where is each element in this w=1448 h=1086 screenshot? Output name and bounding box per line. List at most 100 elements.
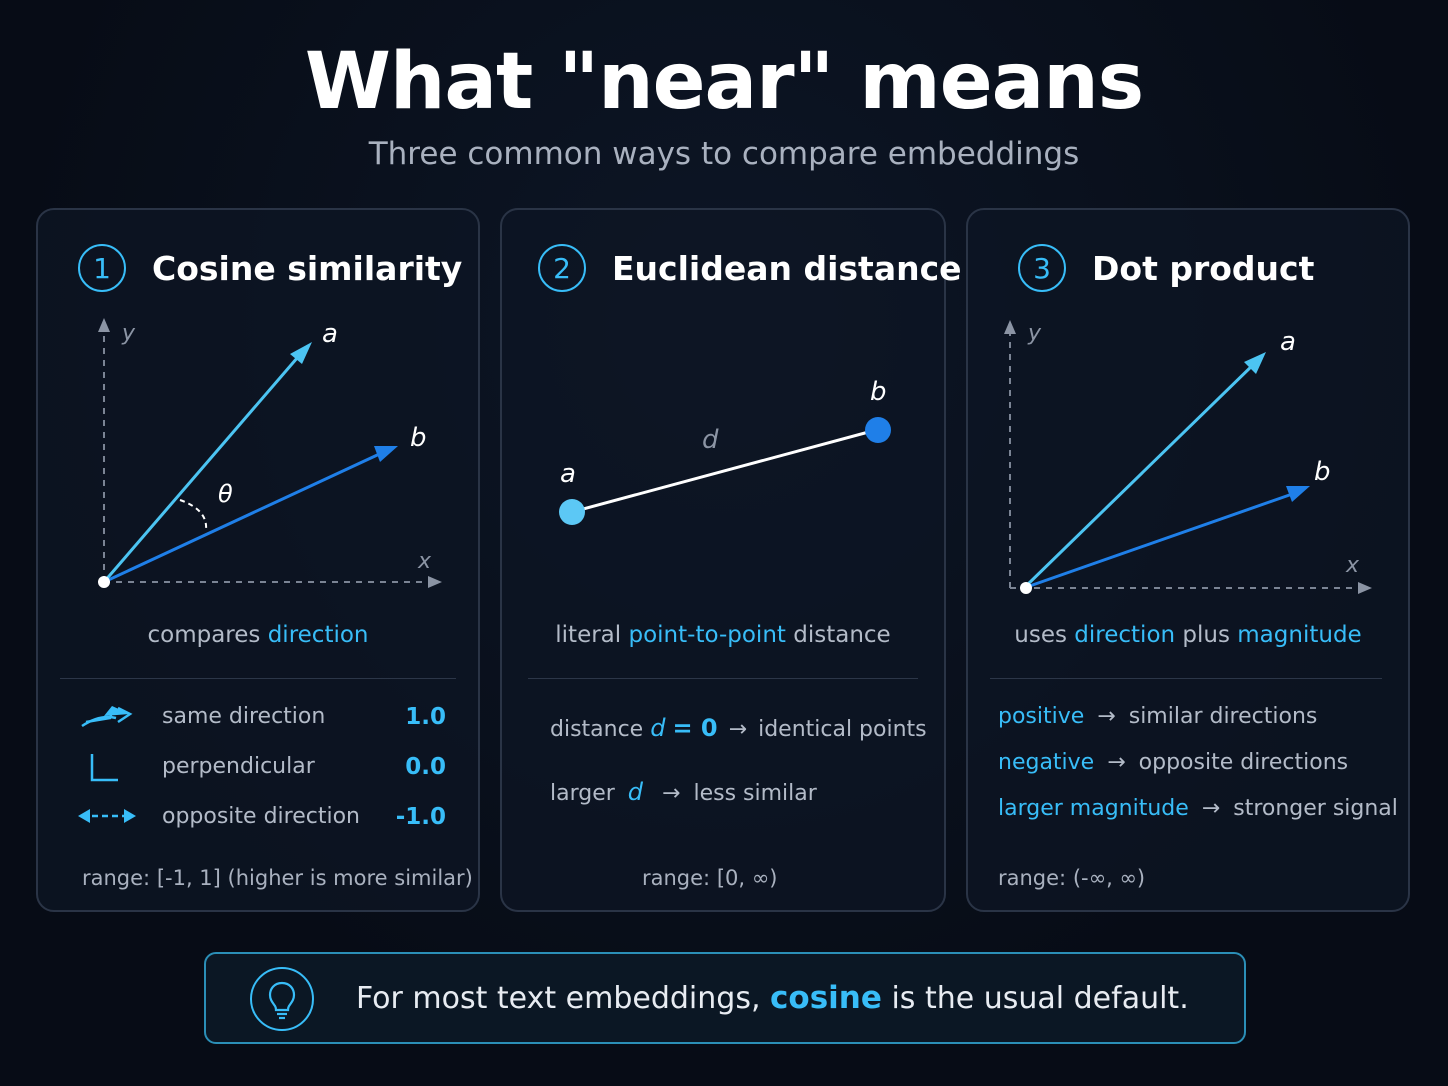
dot-vector-b: [1023, 490, 1299, 590]
euclidean-range: range: [0, ∞): [642, 866, 778, 890]
cosine-label-b: b: [410, 423, 427, 453]
cosine-row-opposite-label: opposite direction: [162, 804, 360, 829]
dot-row-magnitude-term: larger magnitude: [998, 796, 1189, 821]
cosine-card-title: Cosine similarity: [152, 248, 463, 288]
cosine-card: 1 Cosine similarity y x a b θ compares d…: [36, 208, 480, 912]
dot-row-negative-arrow: →: [1107, 750, 1126, 775]
dot-vector-a-head: [1244, 352, 1266, 374]
euclidean-point-b: [865, 417, 891, 443]
euclidean-row2-arrow: →: [662, 781, 681, 806]
euclidean-caption: literal point-to-point distance: [502, 622, 944, 648]
dot-card-title: Dot product: [1092, 248, 1315, 288]
cosine-vector-b: [103, 448, 389, 584]
euclidean-caption-highlight: point-to-point: [628, 622, 786, 648]
dot-caption: uses direction plus magnitude: [968, 622, 1408, 648]
dot-row-magnitude-desc: stronger signal: [1233, 796, 1398, 821]
euclidean-diagram: a b d: [559, 377, 891, 525]
dot-caption-highlight-magnitude: magnitude: [1237, 622, 1362, 648]
euclidean-row1-arrow: →: [728, 717, 748, 742]
euclidean-row-larger: larger d → less similar: [550, 778, 817, 806]
dot-diagram: y x a b: [1004, 320, 1372, 594]
dot-number-badge: 3: [1018, 244, 1066, 292]
cosine-divider: [60, 678, 456, 679]
cosine-row-same-value: 1.0: [405, 704, 446, 730]
euclidean-card: 2 Euclidean distance a b d literal point…: [500, 208, 962, 912]
tip-text-pre: For most text embeddings,: [356, 981, 761, 1016]
cosine-range: range: [-1, 1] (higher is more similar): [82, 866, 473, 890]
euclidean-label-d: d: [702, 425, 719, 455]
dot-row-positive-term: positive: [998, 704, 1085, 729]
cosine-row-perpendicular-value: 0.0: [405, 754, 446, 780]
dot-row-positive: positive → similar directions: [998, 704, 1317, 729]
dot-vector-b-head: [1286, 486, 1310, 502]
cosine-y-label: y: [121, 321, 136, 346]
cosine-vector-b-head: [374, 446, 398, 462]
dot-caption-highlight-direction: direction: [1074, 622, 1176, 648]
cosine-origin-point: [98, 576, 110, 588]
dot-label-b: b: [1314, 457, 1331, 487]
dot-card-header: 3 Dot product: [1018, 240, 1314, 296]
opposite-direction-icon: [78, 809, 136, 823]
dot-row-negative: negative → opposite directions: [998, 750, 1348, 775]
dot-row-positive-desc: similar directions: [1128, 704, 1318, 729]
cosine-diagram: y x a b θ: [98, 318, 442, 588]
tip-text-post: is the usual default.: [891, 981, 1189, 1016]
dot-x-label: x: [1345, 553, 1360, 578]
dot-range: range: (-∞, ∞): [998, 866, 1146, 890]
euclidean-point-a: [559, 499, 585, 525]
dot-row-magnitude-arrow: →: [1201, 796, 1221, 821]
euclidean-label-a: a: [560, 459, 576, 489]
euclidean-number-badge: 2: [538, 244, 586, 292]
cosine-y-axis-arrow: [98, 318, 110, 332]
cosine-row-same: same direction 1.0: [162, 704, 446, 730]
cosine-row-opposite: opposite direction -1.0: [162, 804, 446, 830]
euclidean-row2-var: d: [627, 778, 644, 806]
euclidean-distance-line: [571, 428, 877, 514]
dot-caption-mid: plus: [1182, 622, 1230, 648]
dot-card: 3 Dot product y x a b uses direction plu…: [966, 208, 1410, 912]
cosine-x-axis-arrow: [428, 576, 442, 588]
cosine-vector-a-head: [290, 342, 312, 364]
cosine-theta-label: θ: [218, 480, 233, 508]
dot-row-magnitude: larger magnitude → stronger signal: [998, 796, 1398, 821]
cosine-caption: compares direction: [38, 622, 478, 648]
euclidean-caption-post: distance: [793, 622, 891, 648]
page-subtitle: Three common ways to compare embeddings: [368, 136, 1080, 172]
dot-row-positive-arrow: →: [1097, 704, 1116, 729]
lightbulb-icon: [250, 967, 314, 1031]
dot-y-axis-arrow: [1004, 320, 1016, 334]
euclidean-row1-post: identical points: [758, 717, 927, 742]
euclidean-card-header: 2 Euclidean distance: [538, 240, 962, 296]
cosine-row-same-label: same direction: [162, 704, 326, 729]
euclidean-row1-eq: = 0: [672, 714, 718, 742]
euclidean-row-identical: distance d = 0 → identical points: [550, 714, 927, 742]
euclidean-card-title: Euclidean distance: [612, 248, 962, 288]
cosine-number-badge: 1: [78, 244, 126, 292]
dot-divider: [990, 678, 1382, 679]
euclidean-row2-pre: larger: [550, 781, 615, 806]
tip-text-highlight: cosine: [770, 980, 882, 1016]
euclidean-caption-pre: literal: [555, 622, 622, 648]
perpendicular-icon: [90, 754, 118, 782]
cosine-angle-arc: [179, 499, 208, 531]
euclidean-row2-post: less similar: [693, 781, 817, 806]
dot-origin-point: [1020, 582, 1032, 594]
dot-y-label: y: [1027, 321, 1042, 346]
dot-row-negative-term: negative: [998, 750, 1095, 775]
page-title: What "near" means: [304, 37, 1144, 127]
cosine-card-header: 1 Cosine similarity: [78, 240, 462, 296]
dot-x-axis-arrow: [1358, 582, 1372, 594]
dot-label-a: a: [1280, 327, 1296, 357]
tip-banner: For most text embeddings, cosine is the …: [204, 952, 1246, 1044]
cosine-row-perpendicular: perpendicular 0.0: [162, 754, 446, 780]
cosine-row-icons: [78, 706, 136, 823]
tip-text: For most text embeddings, cosine is the …: [356, 954, 1189, 1042]
cosine-x-label: x: [417, 549, 432, 574]
same-direction-icon: [81, 706, 133, 728]
cosine-row-opposite-value: -1.0: [395, 804, 446, 830]
euclidean-row1-var: d: [650, 714, 666, 742]
dot-vector-a: [1022, 360, 1258, 590]
euclidean-row1-pre: distance: [550, 717, 644, 742]
dot-caption-pre: uses: [1014, 622, 1067, 648]
cosine-label-a: a: [322, 319, 338, 349]
